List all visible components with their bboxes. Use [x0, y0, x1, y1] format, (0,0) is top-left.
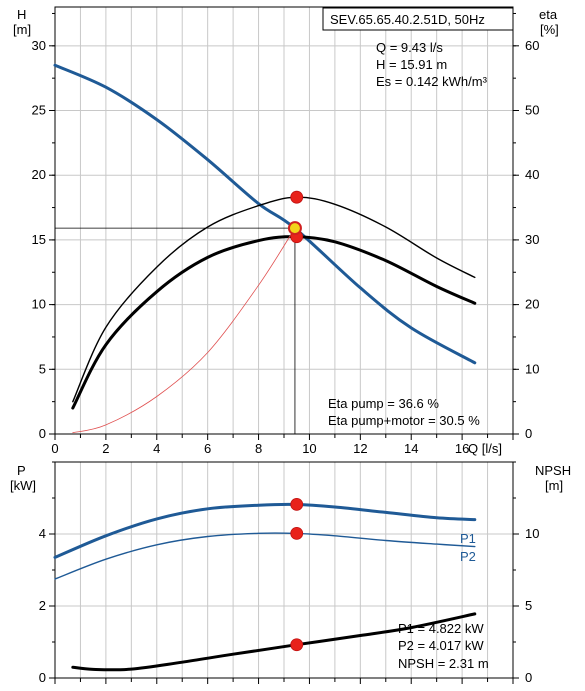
plot-frame	[54, 461, 514, 679]
y-left-tick-label: 10	[32, 297, 46, 312]
top-markers	[287, 190, 304, 244]
top-right-axis-label-1: eta	[539, 7, 558, 22]
top-left-axis-label-2: [m]	[13, 22, 31, 37]
y-right-tick-label: 20	[525, 297, 539, 312]
bottom-left-axis-label-2: [kW]	[10, 478, 36, 493]
chart-title: SEV.65.65.40.2.51D, 50Hz	[330, 12, 485, 27]
marker-point	[290, 190, 304, 204]
bottom-ticks: 0 2 4 0 5 10	[39, 461, 539, 685]
chart-title-box	[322, 7, 514, 31]
series-line-2	[71, 612, 477, 672]
x-tick-label: 4	[153, 441, 160, 456]
top-ticks: 0 5 10 15 20 25 30 0 10 20 30 40 50 60 0 2 4 6 8 10 12 14 16	[32, 6, 539, 456]
top-left-axis-label-1: H	[17, 7, 26, 22]
series-line-3	[72, 227, 296, 434]
x-tick-label: 16	[455, 441, 469, 456]
series-line-p1	[53, 502, 477, 559]
x-tick-label: 6	[204, 441, 211, 456]
series-label-p2: P2	[460, 549, 476, 564]
annotation-es: Es = 0.142 kWh/m³	[376, 74, 488, 89]
y-right-tick-label: 60	[525, 38, 539, 53]
bottom-right-axis-label-1: NPSH	[535, 463, 571, 478]
plot-frame	[54, 6, 514, 435]
annotation-p2: P2 = 4.017 kW	[398, 638, 484, 653]
marker-point	[290, 498, 304, 511]
bottom-markers	[290, 498, 304, 652]
x-tick-label: 12	[353, 441, 367, 456]
x-axis-label: Q [l/s]	[468, 441, 502, 456]
series-line-0	[53, 63, 477, 365]
top-right-axis-label-2: [%]	[540, 22, 559, 37]
y-left-tick-label: 2	[39, 598, 46, 613]
annotation-eta-pump: Eta pump = 36.6 %	[328, 396, 439, 411]
y-left-tick-label: 5	[39, 361, 46, 376]
bottom-grid	[55, 462, 513, 678]
duty-point-marker	[287, 221, 302, 236]
annotation-h: H = 15.91 m	[376, 57, 447, 72]
annotation-q: Q = 9.43 l/s	[376, 40, 443, 55]
x-tick-label: 10	[302, 441, 316, 456]
x-tick-label: 0	[51, 441, 58, 456]
annotation-eta-total: Eta pump+motor = 30.5 %	[328, 413, 480, 428]
y-left-tick-label: 20	[32, 167, 46, 182]
x-tick-label: 2	[102, 441, 109, 456]
y-right-tick-label: 30	[525, 232, 539, 247]
top-grid	[55, 7, 513, 434]
y-right-tick-label: 50	[525, 103, 539, 118]
y-left-tick-label: 4	[39, 526, 46, 541]
series-label-p1: P1	[460, 531, 476, 546]
y-left-tick-label: 0	[39, 670, 46, 685]
marker-point	[290, 526, 304, 540]
series-line-1	[72, 196, 476, 403]
bottom-series	[53, 502, 477, 672]
bottom-left-axis-label-1: P	[17, 463, 26, 478]
series-line-2	[71, 235, 477, 410]
annotation-p1: P1 = 4.822 kW	[398, 621, 484, 636]
y-right-tick-label: 40	[525, 167, 539, 182]
marker-point	[290, 638, 304, 652]
y-left-tick-label: 30	[32, 38, 46, 53]
bottom-right-axis-label-2: [m]	[545, 478, 563, 493]
y-left-tick-label: 15	[32, 232, 46, 247]
y-right-tick-label: 5	[525, 598, 532, 613]
y-right-tick-label: 10	[525, 361, 539, 376]
y-right-tick-label: 0	[525, 426, 532, 441]
annotation-npsh: NPSH = 2.31 m	[398, 656, 489, 671]
y-right-tick-label: 0	[525, 670, 532, 685]
x-tick-label: 14	[404, 441, 418, 456]
y-left-tick-label: 0	[39, 426, 46, 441]
series-line-p2	[54, 532, 476, 580]
y-left-tick-label: 25	[32, 103, 46, 118]
x-tick-label: 8	[255, 441, 262, 456]
y-right-tick-label: 10	[525, 526, 539, 541]
top-series	[53, 63, 477, 434]
